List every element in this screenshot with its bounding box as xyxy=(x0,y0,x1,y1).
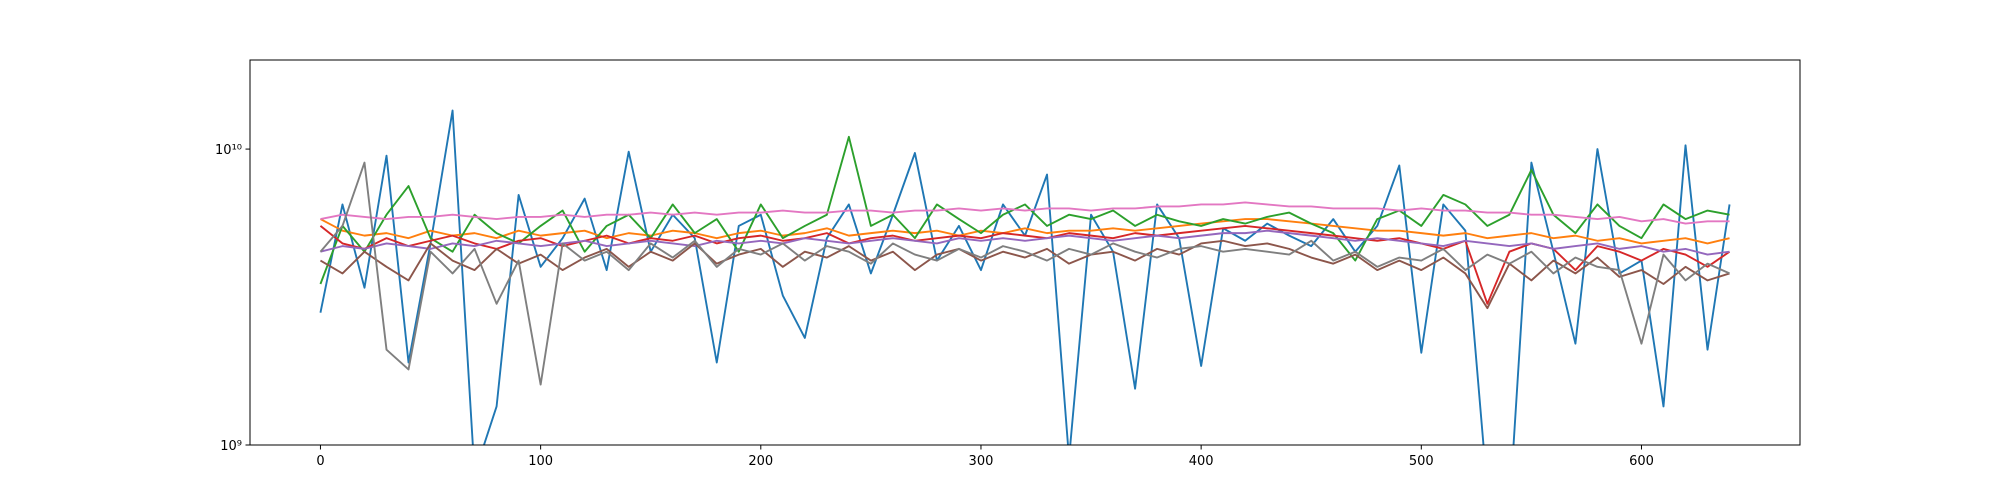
x-tick-label: 200 xyxy=(748,454,773,469)
plot-area xyxy=(319,109,1731,445)
x-tick-label: 0 xyxy=(316,454,324,469)
data-line xyxy=(319,161,1730,386)
y-tick-label: 10⁹ xyxy=(220,439,242,454)
x-tick-label: 500 xyxy=(1409,454,1434,469)
data-line xyxy=(320,229,1730,256)
x-tick-label: 400 xyxy=(1189,454,1214,469)
x-tick-label: 300 xyxy=(969,454,994,469)
x-tick-label: 100 xyxy=(528,454,553,469)
data-line xyxy=(320,201,1730,225)
axes-frame xyxy=(249,59,1801,446)
x-tick-label: 600 xyxy=(1629,454,1654,469)
data-line xyxy=(320,218,1730,245)
y-tick-label: 10¹⁰ xyxy=(215,143,242,158)
data-line xyxy=(319,239,1730,310)
